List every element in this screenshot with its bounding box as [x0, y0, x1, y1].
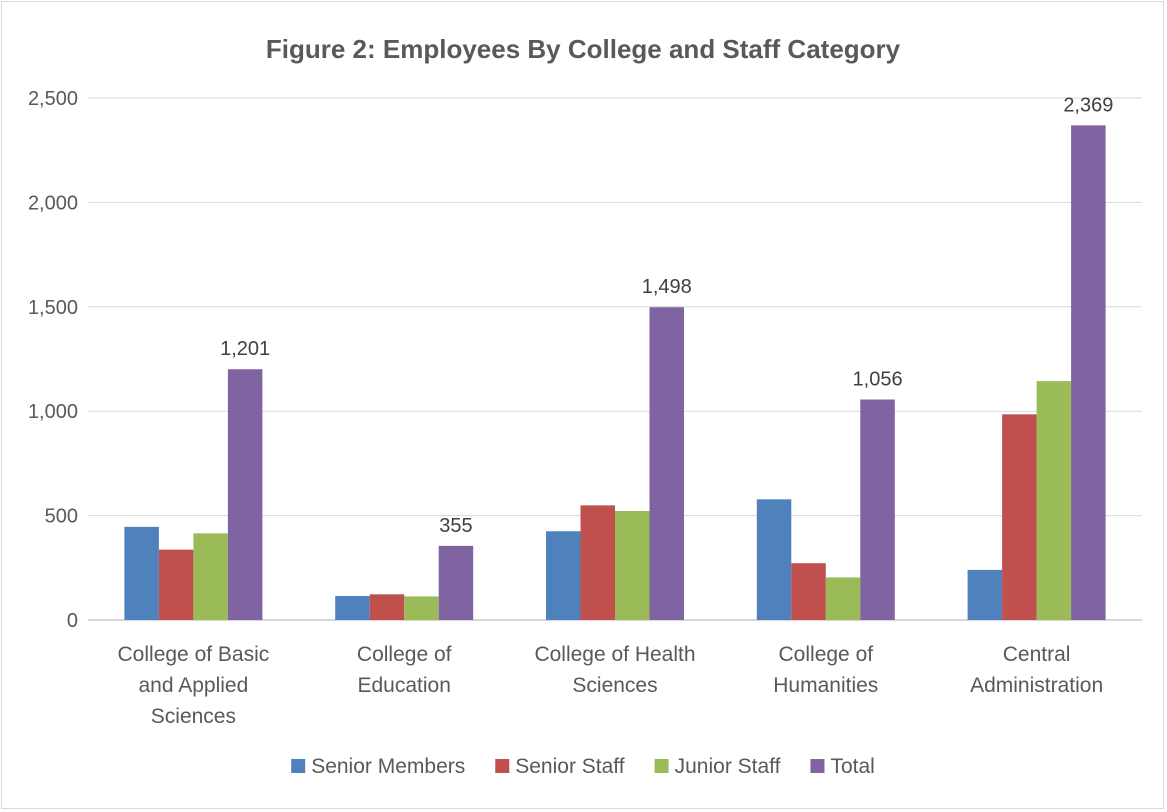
legend-swatch	[654, 759, 669, 773]
x-category-label: College of	[357, 643, 452, 666]
data-label: 1,056	[853, 369, 903, 391]
y-tick-label: 1,000	[28, 401, 78, 423]
x-category-label: Central	[1003, 643, 1071, 666]
bar-total	[438, 545, 474, 620]
bars	[124, 125, 1106, 621]
bar-junior-staff	[825, 577, 861, 620]
legend-label: Senior Staff	[515, 755, 625, 778]
data-label: 355	[439, 515, 472, 537]
x-category-label: and Applied	[139, 674, 249, 697]
bar-senior-members	[546, 531, 581, 620]
x-category-label: College of	[779, 643, 874, 666]
y-tick-label: 500	[45, 506, 78, 528]
bar-senior-members	[335, 595, 370, 620]
legend-swatch	[495, 759, 510, 773]
data-labels: 1,201 355 1,498 1,056 2,369	[220, 94, 1113, 537]
bar-senior-staff	[580, 505, 615, 620]
x-category-label: College of Health	[534, 643, 695, 666]
x-category-label: Sciences	[572, 674, 657, 697]
legend-swatch	[291, 759, 306, 773]
bar-total	[1071, 125, 1106, 621]
x-category-label: Sciences	[151, 705, 236, 728]
x-category-label: Humanities	[773, 674, 878, 697]
bar-junior-staff	[404, 596, 439, 620]
bar-junior-staff	[193, 533, 228, 620]
bar-junior-staff	[1036, 381, 1072, 620]
y-axis-ticks: 0 500 1,000 1,500 2,000 2,500	[28, 88, 78, 632]
bar-senior-staff	[158, 549, 194, 620]
x-axis-categories: College of Basic and Applied Sciences Colle…	[118, 643, 1104, 728]
bar-senior-staff	[1002, 414, 1037, 620]
bar-total	[227, 369, 263, 620]
bar-senior-members	[124, 526, 159, 620]
grid-lines	[88, 97, 1142, 621]
data-label: 1,201	[220, 338, 270, 360]
bar-total	[649, 307, 684, 620]
x-category-label: College of Basic	[118, 643, 270, 666]
bar-senior-members	[967, 569, 1003, 620]
legend-swatch	[810, 759, 825, 773]
legend-label: Senior Members	[311, 755, 465, 778]
data-label: 1,498	[642, 276, 692, 298]
data-label: 2,369	[1063, 94, 1113, 116]
bar-senior-staff	[791, 563, 826, 620]
bar-total	[860, 399, 895, 620]
y-tick-label: 1,500	[28, 297, 78, 319]
y-tick-label: 2,000	[28, 192, 78, 214]
bar-senior-members	[756, 499, 792, 620]
x-category-label: Administration	[970, 674, 1103, 697]
x-category-label: Education	[357, 674, 450, 697]
chart-title: Figure 2: Employees By College and Staff…	[266, 34, 901, 64]
bar-senior-staff	[369, 594, 405, 620]
legend-label: Junior Staff	[675, 755, 781, 778]
y-tick-label: 2,500	[28, 88, 78, 110]
legend-label: Total	[830, 755, 874, 778]
legend: Senior Members Senior Staff Junior Staff To…	[291, 755, 875, 778]
bar-junior-staff	[615, 511, 650, 620]
y-tick-label: 0	[67, 610, 78, 632]
